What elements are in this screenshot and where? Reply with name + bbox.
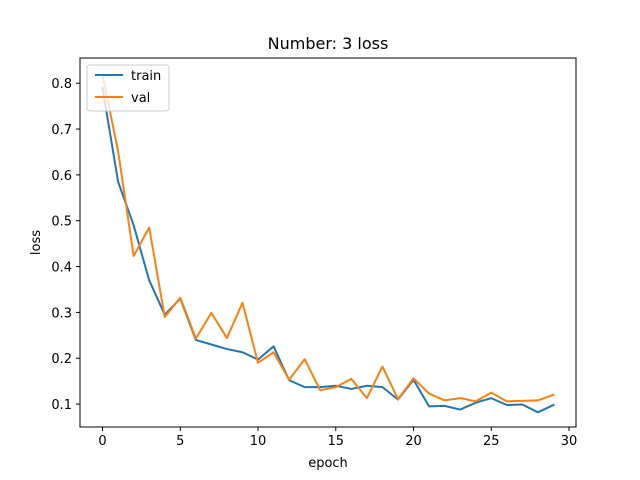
axis-ticks: 0 5 10 15 20 25 30 0.1 0.2 0.3 0.4 0.5 0.6 0.7 0.8 bbox=[51, 77, 577, 449]
y-tick-label: 0.3 bbox=[51, 306, 72, 321]
x-tick-label: 5 bbox=[176, 434, 184, 449]
plot-area bbox=[80, 58, 576, 427]
x-tick-label: 20 bbox=[405, 434, 422, 449]
legend-val-label: val bbox=[131, 91, 150, 106]
y-axis-label: loss bbox=[29, 230, 44, 255]
y-tick-label: 0.7 bbox=[51, 123, 72, 138]
y-tick-label: 0.4 bbox=[51, 261, 72, 276]
plot-frame bbox=[79, 57, 577, 428]
x-tick-label: 30 bbox=[561, 434, 578, 449]
series-line-val bbox=[101, 74, 555, 403]
legend: train val bbox=[86, 64, 170, 112]
y-tick-label: 0.5 bbox=[51, 215, 72, 230]
x-tick-label: 25 bbox=[483, 434, 500, 449]
x-tick-label: 15 bbox=[328, 434, 345, 449]
x-tick-label: 0 bbox=[98, 434, 106, 449]
series-lines bbox=[101, 74, 555, 414]
y-tick-label: 0.6 bbox=[51, 169, 72, 184]
chart-title: Number: 3 loss bbox=[268, 34, 389, 53]
x-tick-label: 10 bbox=[250, 434, 267, 449]
x-axis-label: epoch bbox=[308, 456, 348, 471]
legend-train-label: train bbox=[131, 69, 161, 84]
y-tick-label: 0.1 bbox=[51, 398, 72, 413]
legend-box bbox=[86, 64, 170, 112]
y-tick-label: 0.8 bbox=[51, 77, 72, 92]
y-tick-label: 0.2 bbox=[51, 352, 72, 367]
